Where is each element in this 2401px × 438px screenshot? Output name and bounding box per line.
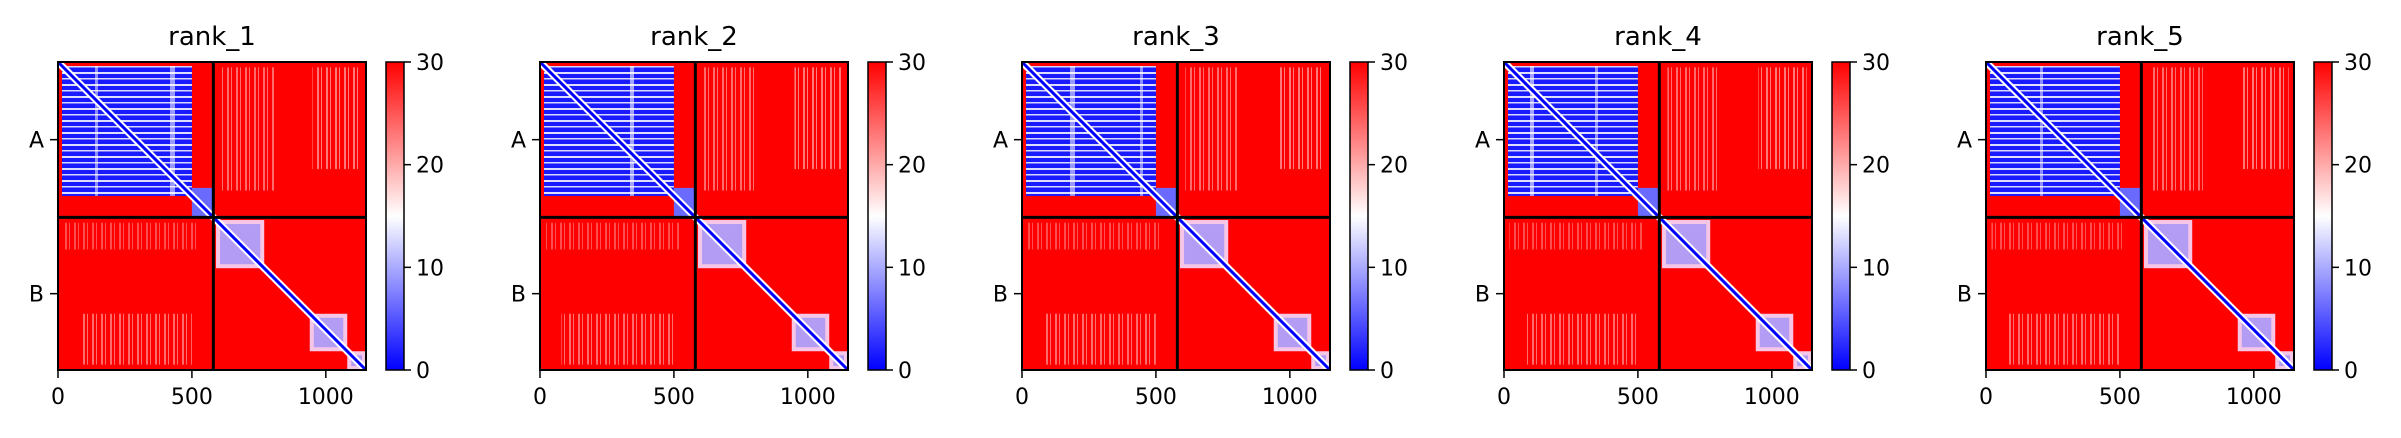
- axes-frame: [57, 61, 367, 371]
- interchain-region-ba-1: [1027, 222, 1162, 250]
- panel-title: rank_1: [168, 22, 256, 52]
- interchain-region-ab-1: [221, 67, 275, 191]
- colorbar-tick-label: 20: [1380, 154, 1408, 179]
- x-tick-label: 0: [1015, 385, 1029, 410]
- chain-label: B: [511, 283, 526, 308]
- x-tick-label: 1000: [1262, 385, 1318, 410]
- chain-label: B: [29, 283, 44, 308]
- x-tick-label: 1000: [2226, 385, 2282, 410]
- colorbar: [1831, 61, 1851, 371]
- interchain-region-ab-1: [703, 67, 757, 191]
- interchain-region-ba-1: [1509, 222, 1644, 250]
- interchain-region-ab-2: [2240, 67, 2289, 170]
- colorbar-tick-label: 0: [2344, 359, 2358, 384]
- x-tick-label: 0: [51, 385, 65, 410]
- heatmap-panel-5: rank_5 0 500 1000 A B 0 10 20 30: [1957, 22, 2372, 410]
- interchain-region-ba-2: [2007, 313, 2120, 365]
- colorbar-tick-label: 20: [1862, 154, 1890, 179]
- axes-frame: [539, 61, 849, 371]
- colorbar-tick-label: 20: [2344, 154, 2372, 179]
- panel-title: rank_4: [1614, 22, 1702, 52]
- panel-title: rank_5: [2096, 22, 2184, 52]
- colorbar-tick-label: 30: [416, 51, 444, 76]
- panel-title: rank_3: [1132, 22, 1220, 52]
- colorbar-tick-label: 20: [898, 154, 926, 179]
- interchain-region-ba-1: [63, 222, 198, 250]
- interchain-region-ab-2: [794, 67, 843, 170]
- chain-label: A: [1475, 129, 1490, 154]
- interchain-region-ba-1: [1991, 222, 2126, 250]
- chain-label: A: [1957, 129, 1972, 154]
- chain-label: A: [29, 129, 44, 154]
- colorbar-tick-label: 30: [1862, 51, 1890, 76]
- interchain-region-ba-2: [1525, 313, 1638, 365]
- colorbar: [867, 61, 887, 371]
- colorbar-tick-label: 30: [898, 51, 926, 76]
- interchain-region-ab-1: [1185, 67, 1239, 191]
- colorbar: [1349, 61, 1369, 371]
- interchain-region-ba-2: [1043, 313, 1156, 365]
- x-tick-label: 0: [1497, 385, 1511, 410]
- axes-frame: [1021, 61, 1331, 371]
- colorbar-tick-label: 10: [1862, 256, 1890, 281]
- interchain-region-ab-1: [2149, 67, 2203, 191]
- colorbar-tick-label: 10: [898, 256, 926, 281]
- colorbar-tick-label: 0: [898, 359, 912, 384]
- chain-label: B: [1475, 283, 1490, 308]
- x-tick-label: 1000: [298, 385, 354, 410]
- heatmap-panel-3: rank_3 0 500 1000 A B 0 10 20 30: [993, 22, 1408, 410]
- x-tick-label: 500: [1135, 385, 1177, 410]
- interchain-region-ba-2: [561, 313, 674, 365]
- colorbar-tick-label: 0: [1380, 359, 1394, 384]
- x-tick-label: 500: [171, 385, 213, 410]
- heatmap-panel-4: rank_4 0 500 1000 A B 0 10 20 30: [1475, 22, 1890, 410]
- x-tick-label: 1000: [1744, 385, 1800, 410]
- colorbar-tick-label: 20: [416, 154, 444, 179]
- colorbar-tick-label: 10: [1380, 256, 1408, 281]
- axes-frame: [1985, 61, 2295, 371]
- colorbar-tick-label: 10: [2344, 256, 2372, 281]
- colorbar: [385, 61, 405, 371]
- colorbar: [2313, 61, 2333, 371]
- panel-title: rank_2: [650, 22, 738, 52]
- x-tick-label: 0: [533, 385, 547, 410]
- colorbar-tick-label: 30: [2344, 51, 2372, 76]
- x-tick-label: 500: [2099, 385, 2141, 410]
- axes-frame: [1503, 61, 1813, 371]
- interchain-region-ab-2: [312, 67, 361, 170]
- x-tick-label: 1000: [780, 385, 836, 410]
- x-tick-label: 500: [1617, 385, 1659, 410]
- x-tick-label: 0: [1979, 385, 1993, 410]
- heatmap-panel-1: rank_1 0 500 1000 A B 0 10 20 30: [29, 22, 444, 410]
- colorbar-tick-label: 10: [416, 256, 444, 281]
- x-tick-label: 500: [653, 385, 695, 410]
- heatmap-panel-2: rank_2 0 500 1000 A B 0 10 20 30: [511, 22, 926, 410]
- chain-label: B: [1957, 283, 1972, 308]
- chain-label: A: [511, 129, 526, 154]
- interchain-region-ba-1: [545, 222, 680, 250]
- interchain-region-ba-2: [79, 313, 192, 365]
- interchain-region-ab-2: [1276, 67, 1325, 170]
- interchain-region-ab-2: [1758, 67, 1807, 170]
- interchain-region-ab-1: [1667, 67, 1721, 191]
- colorbar-tick-label: 0: [416, 359, 430, 384]
- colorbar-tick-label: 0: [1862, 359, 1876, 384]
- chain-label: A: [993, 129, 1008, 154]
- chain-label: B: [993, 283, 1008, 308]
- colorbar-tick-label: 30: [1380, 51, 1408, 76]
